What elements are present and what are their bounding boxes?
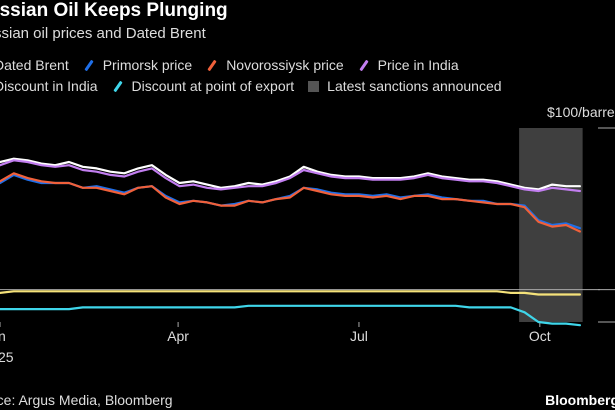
legend-item-dated-brent: Dated Brent xyxy=(0,57,69,73)
legend-row-2: Discount in India Discount at point of ex… xyxy=(0,78,516,94)
x-tick-label: n xyxy=(0,328,6,344)
legend-label: Latest sanctions announced xyxy=(327,78,502,94)
bloomberg-logo: Bloomberg xyxy=(545,392,615,408)
legend-swatch xyxy=(308,80,320,92)
legend-label: Discount at point of export xyxy=(131,78,295,94)
legend-label: Primorsk price xyxy=(102,57,193,73)
series-line-discount-at-point-of-export xyxy=(0,304,582,327)
series-line-dated-brent xyxy=(0,157,582,191)
legend-item-latest-sanctions-announced: Latest sanctions announced xyxy=(308,78,502,94)
chart-subtitle: ssian oil prices and Dated Brent xyxy=(0,25,206,42)
legend-item-price-in-india: Price in India xyxy=(358,57,459,73)
x-tick-label: Oct xyxy=(529,328,551,344)
x-tick-label: Apr xyxy=(167,328,189,344)
source-note: rce: Argus Media, Bloomberg xyxy=(0,392,173,408)
legend-label: Novorossiysk price xyxy=(226,57,344,73)
chart-title: ussian Oil Keeps Plunging xyxy=(0,0,228,21)
legend-label: Price in India xyxy=(377,57,459,73)
legend-item-discount-in-india: Discount in India xyxy=(0,78,98,94)
legend-label: Discount in India xyxy=(0,78,98,94)
y-unit-label: $100/barrel xyxy=(547,104,615,120)
legend-row-1: Dated Brent Primorsk price Novorossiysk pr… xyxy=(0,57,473,73)
series-line-novorossiysk-price xyxy=(0,172,582,233)
x-year-label: 25 xyxy=(0,349,14,365)
legend-item-novorossiysk-price: Novorossiysk price xyxy=(206,57,344,73)
series-line-price-in-india xyxy=(0,159,582,193)
x-tick-label: Jul xyxy=(350,328,368,344)
legend-label: Dated Brent xyxy=(0,57,69,73)
legend-item-primorsk-price: Primorsk price xyxy=(83,57,192,73)
legend-item-discount-at-point-of-export: Discount at point of export xyxy=(112,78,295,94)
series-line-primorsk-price xyxy=(0,173,582,230)
series-line-discount-in-india xyxy=(0,290,582,296)
